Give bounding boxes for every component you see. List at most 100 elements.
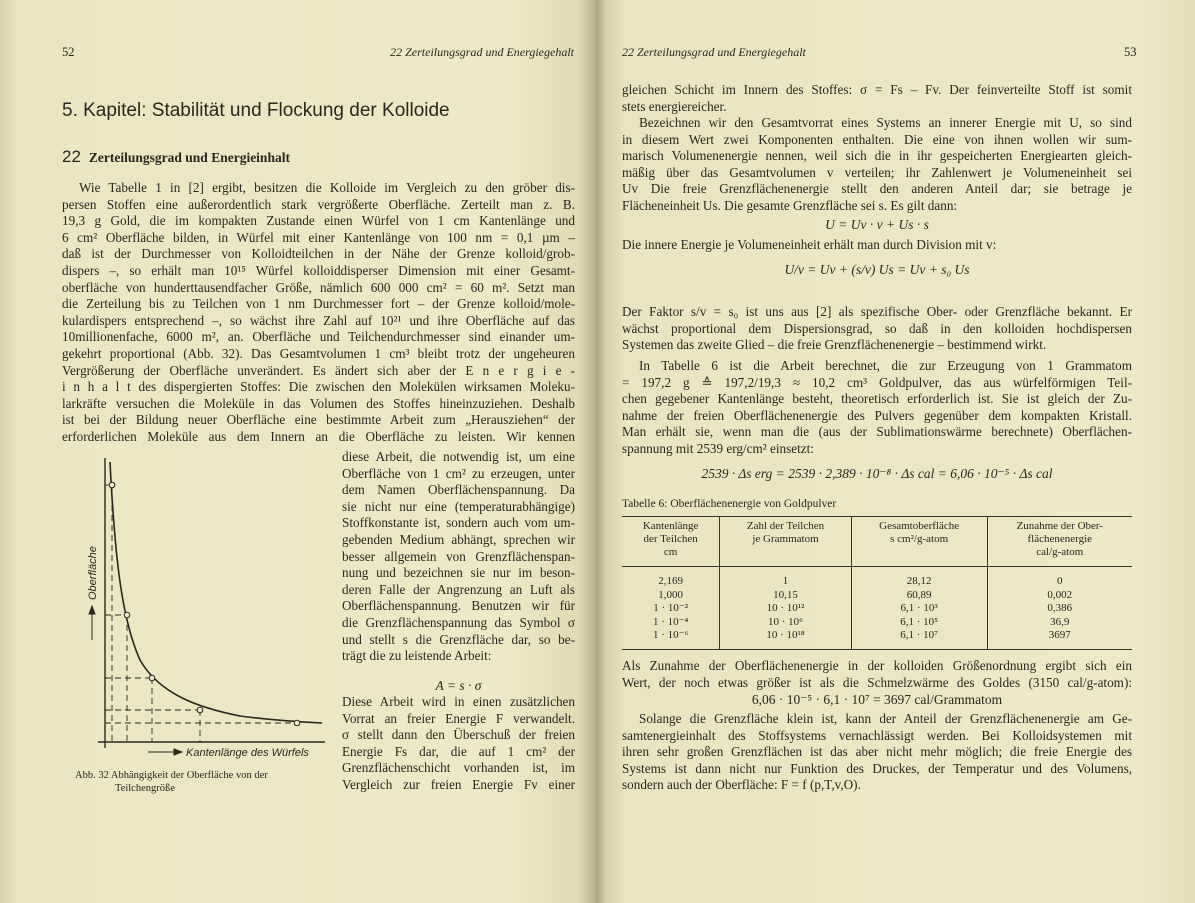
text-line: deren Falle der Angrenzung an Luft als — [342, 581, 575, 597]
text-line: Der Faktor s/v = s₀ ist uns aus [2] als … — [622, 304, 1132, 319]
paragraph: In Tabelle 6 ist die Arbeit berechnet, d… — [622, 358, 1132, 458]
text-line: und stellt s die Grenzfläche dar, so be- — [342, 631, 575, 647]
text-line: Bezeichnen wir den Gesamtvorrat eines Sy… — [639, 115, 1132, 130]
paragraph: Der Faktor s/v = s₀ ist uns aus [2] als … — [622, 304, 1132, 354]
x-axis-label: Kantenlänge des Würfels — [186, 747, 309, 759]
table-row: 1 · 10⁻⁴ 10 · 10⁶ 6,1 · 10⁵ 36,9 — [622, 615, 1132, 629]
text-line: σ stellt dann den Überschuß der freien — [342, 727, 575, 743]
paragraph: Bezeichnen wir den Gesamtvorrat eines Sy… — [622, 115, 1132, 215]
table-cell: 2,169 — [658, 575, 683, 587]
text-line: Stoffkonstante ist, sondern auch vom um- — [342, 515, 575, 531]
header-line: flächenenergie — [1027, 533, 1093, 545]
text-line: Die innere Energie je Volumeneinheit erh… — [622, 237, 997, 252]
table-cell: 0 — [986, 566, 1132, 589]
text-line: Energie Fs dar, die auf 1 cm² der — [342, 743, 575, 759]
text-line: Solange die Grenzfläche klein ist, kann … — [639, 711, 1132, 726]
text-line: 6 cm² Oberfläche bilden, in Würfel mit e… — [62, 229, 575, 245]
text-line: 10millionenfache, 6000 m², an. Oberfläch… — [62, 329, 575, 345]
surface-energy-table: Kantenlänge der Teilchen cm Zahl der Teilch… — [622, 516, 1132, 650]
text-line: gekehrt proportional (Abb. 32). Das Gesa… — [62, 345, 575, 361]
table-cell: 0,386 — [986, 602, 1132, 616]
table-cell: 6,1 · 10⁵ — [850, 615, 988, 629]
column-header: Zahl der Teilchen je Grammatom — [719, 516, 852, 567]
header-line: cal/g-atom — [1036, 546, 1084, 558]
text-line: Uv Die freie Grenzflächenenergie stellt … — [622, 181, 1132, 197]
equation: A = s · σ — [435, 678, 482, 693]
text-line: ihren sehr großen Grenzflächen ist das a… — [622, 744, 1132, 760]
table-cell: 1 · 10⁻² — [653, 602, 689, 614]
text-line: Vergleich zur freien Energie Fv einer — [342, 776, 575, 792]
table-cell: 3697 — [986, 629, 1132, 649]
curve-points — [108, 481, 301, 727]
text-line: diese Arbeit, die notwendig ist, um eine — [342, 449, 575, 464]
text-line: = 197,2 g ≙ 197,2/19,3 ≈ 10,2 cm³ Goldpu… — [622, 374, 1132, 390]
text-line: ist bei der Bildung neuer Oberfläche ein… — [62, 412, 575, 428]
running-head: 22 Zerteilungsgrad und Energiegehalt — [390, 45, 574, 59]
caption-line: Abb. 32 Abhängigkeit der Oberfläche von … — [75, 770, 268, 781]
text-line: Diese Arbeit wird in einen zusätzlichen — [342, 694, 575, 709]
text-line: persen Stoffen eine außerordentlich star… — [62, 196, 575, 212]
table-cell: 1 · 10⁻⁶ — [652, 629, 689, 641]
text-line: erforderlichen Moleküle aus dem Innern a… — [62, 428, 575, 444]
column-header: Zunahme der Ober-flächenenergie cal/g-ato… — [986, 516, 1132, 567]
section-number: 22 — [62, 147, 81, 166]
paragraph: gleichen Schicht im Innern des Stoffes: … — [622, 82, 1132, 115]
text-line: Flächeneinheit Us. Die gesamte Grenzfläc… — [622, 197, 958, 213]
equation: 2539 · Δs erg = 2539 · 2,389 · 10⁻⁸ · Δs… — [701, 466, 1053, 481]
hyperbola-curve — [109, 461, 323, 724]
text-line: Systems ist dann nicht nur Funktion des … — [622, 760, 1132, 776]
header-line: s cm²/g-atom — [890, 533, 949, 545]
header-line: Gesamtoberfläche — [879, 520, 960, 532]
table-cell: 6,1 · 10⁷ — [850, 629, 988, 649]
running-head: 22 Zerteilungsgrad und Energiegehalt — [622, 45, 806, 59]
text-line: in diesem Wert zwei Komponenten enthalte… — [622, 131, 1132, 147]
text-line: Wert, der noch etwas größer ist als die … — [622, 674, 1132, 690]
header-line: Zunahme der Ober- — [1016, 520, 1104, 532]
text-line: chen gegebener Kantenlänge besteht, theo… — [622, 391, 1132, 407]
page-number: 52 — [62, 45, 75, 59]
text-line: sondern auch der Oberfläche: F = f (p,T,… — [622, 777, 861, 793]
text-line: oberfläche von hunderttausendfacher Größ… — [62, 279, 575, 295]
text-line: nahme der freien Oberflächenenergie des … — [622, 407, 1132, 423]
text-line: Oberflächenspannung. Benutzen wir für — [342, 598, 575, 614]
table-row: 1 · 10⁻² 10 · 10¹² 6,1 · 10³ 0,386 — [622, 602, 1132, 616]
header-line: Zahl der Teilchen — [746, 520, 825, 532]
text-line: Wie Tabelle 1 in [2] ergibt, besitzen di… — [79, 180, 575, 195]
table-cell: 10 · 10⁶ — [719, 615, 852, 629]
table-cell: 1,000 — [658, 588, 683, 601]
table-cell: 10 · 10¹⁸ — [719, 629, 852, 649]
table-cell: 1 — [719, 566, 852, 589]
page-number: 53 — [1124, 45, 1137, 59]
table-cell: 10 · 10¹² — [719, 602, 852, 616]
chapter-title: 5. Kapitel: Stabilität und Flockung der … — [62, 100, 450, 121]
guide-lines — [105, 484, 297, 742]
table-cell: 1 · 10⁻⁴ — [652, 615, 689, 628]
table-cell: 28,12 — [850, 566, 988, 589]
right-page: 22 Zerteilungsgrad und Energiegehalt 53 … — [596, 0, 1195, 903]
text-line: Vorrat an freier Energie F verwandelt. — [342, 710, 575, 726]
text-line: trägt die zu leistende Arbeit: — [342, 648, 492, 664]
paragraph: diese Arbeit, die notwendig ist, um eine… — [342, 449, 575, 665]
header-line: der Teilchen — [643, 533, 698, 545]
table-cell: 10,15 — [719, 588, 852, 602]
text-line: dispers –, so erhält man 10¹⁵ Würfel kol… — [62, 262, 575, 278]
header-line: Kantenlänge — [642, 520, 699, 532]
table-cell: 0,002 — [986, 588, 1132, 602]
text-line: die Grenzflächenspannung das Symbol σ — [342, 614, 575, 630]
text-line: daß ist der Durchmesser von Kolloidteilc… — [62, 246, 575, 262]
section-heading: 22 Zerteilungsgrad und Energieinhalt — [62, 147, 290, 167]
text-line: samtenergieinhalt des Stoffsystems verna… — [622, 727, 1132, 743]
text-line: nung und bezeichnen sie nur im beson- — [342, 565, 575, 581]
caption-line: Teilchengröße — [115, 783, 175, 794]
left-page: 52 22 Zerteilungsgrad und Energiegehalt … — [0, 0, 596, 903]
text-line: Systemen das zweite Glied – die freie Gr… — [622, 337, 1047, 353]
table-cell: 6,1 · 10³ — [850, 602, 988, 616]
table-cell: 36,9 — [986, 615, 1132, 629]
text-line: besser allgemein von Grenzflächenspan- — [342, 548, 575, 564]
column-header: Kantenlänge der Teilchen cm — [622, 516, 720, 567]
paragraph: Solange die Grenzfläche klein ist, kann … — [622, 711, 1132, 794]
text-line: stets energiereicher. — [622, 98, 727, 114]
text-line: die Zerteilung bis zu Teilchen von 1 nm … — [62, 296, 575, 312]
text-line: kulardispers entsprechend –, so wächst i… — [62, 312, 575, 328]
table-cell: 60,89 — [850, 588, 988, 602]
